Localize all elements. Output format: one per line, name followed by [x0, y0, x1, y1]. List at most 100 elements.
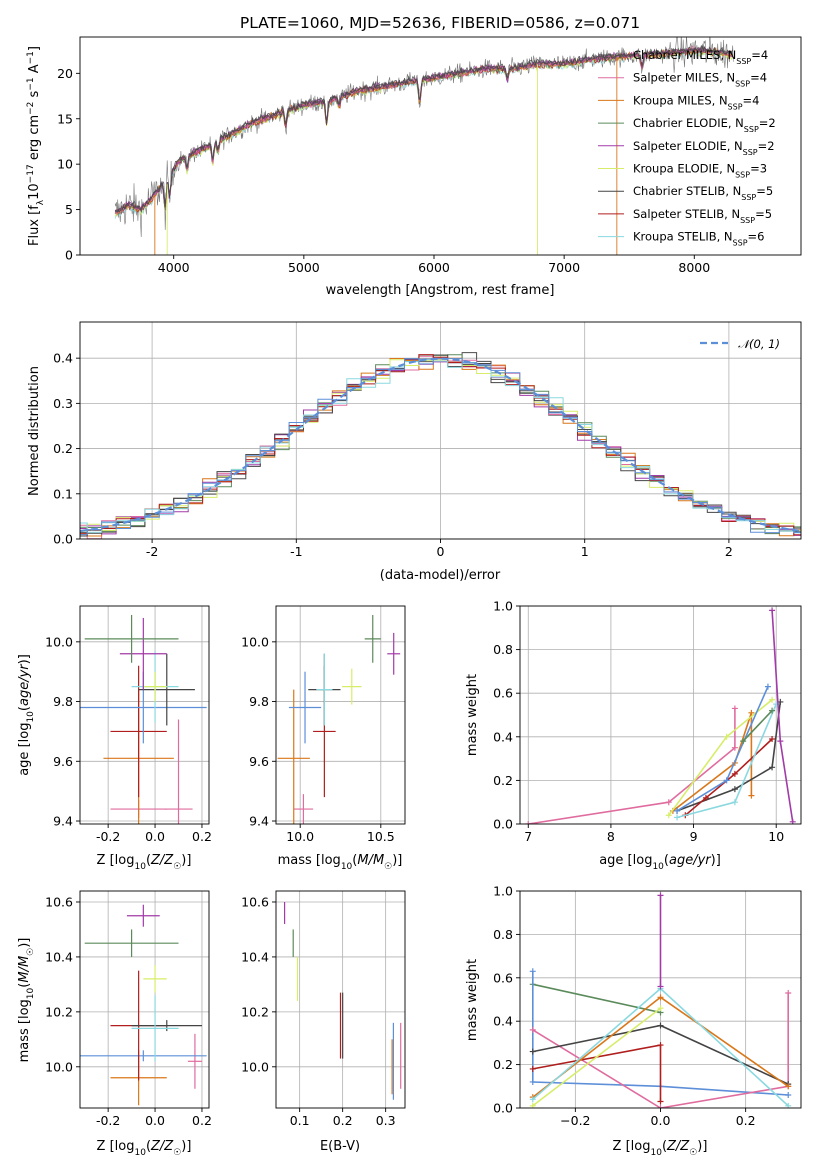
x-tick-label: 10.5	[367, 829, 395, 844]
weight-marker	[740, 738, 747, 745]
weight-marker	[769, 707, 776, 714]
weight-line-c1	[532, 993, 790, 1108]
x-tick-label: 1	[581, 544, 589, 559]
y-tick-label: 0.8	[493, 642, 513, 657]
weight-marker	[665, 799, 672, 806]
y-tick-label: 10.6	[241, 894, 269, 909]
x-axis-label: Z [log10(Z/Z☉)]	[97, 853, 192, 872]
normal-curve	[80, 357, 801, 533]
y-tick-label: 5	[65, 202, 73, 217]
x-tick-label: 8	[607, 829, 615, 844]
x-tick-label: 8000	[678, 260, 710, 275]
weight-line-norm	[676, 686, 769, 812]
x-tick-label: 5000	[288, 260, 320, 275]
y-tick-label: 9.4	[249, 814, 269, 829]
axes-frame	[275, 890, 406, 1109]
weight-marker	[657, 994, 664, 1001]
model-line-c0	[114, 45, 733, 213]
weight-marker	[785, 989, 792, 996]
weight-marker	[764, 683, 771, 690]
y-tick-label: 15	[57, 111, 73, 126]
y-tick-label: 0.1	[53, 486, 73, 501]
weight-marker	[748, 792, 755, 799]
axes-residuals: -2 -1 0 1 2 0.0 0.1 0.2 0.3 0.4 𝒩(0, 1) (data-model…	[27, 321, 802, 583]
y-tick-label: 0.4	[493, 729, 513, 744]
x-tick-label: 0.0	[651, 1113, 671, 1128]
y-tick-label: 10.4	[45, 949, 73, 964]
y-axis-label: Normed distribution	[27, 366, 42, 496]
spectrum-legend: Chabrier MILES, NSSP=4 Salpeter MILES, NS…	[598, 48, 776, 247]
x-tick-label: 4000	[158, 260, 190, 275]
y-tick-label: 9.4	[53, 814, 73, 829]
weight-marker	[769, 735, 776, 742]
x-tick-label: 0.2	[192, 1113, 212, 1128]
x-axis-label: age [log10(age/yr)]	[599, 853, 721, 872]
legend-entry: 𝒩(0, 1)	[738, 337, 780, 351]
x-tick-label: −0.2	[560, 1113, 590, 1128]
legend-entry: Kroupa MILES, NSSP=4	[633, 93, 759, 111]
y-tick-label: 10	[57, 157, 73, 172]
weight-marker	[529, 1048, 536, 1055]
y-tick-label: 0.3	[53, 396, 73, 411]
legend-entry: Kroupa ELODIE, NSSP=3	[633, 162, 767, 180]
weight-line-c1	[528, 708, 736, 824]
plot-area	[520, 606, 801, 824]
x-tick-label: 10.0	[286, 829, 314, 844]
weight-marker	[529, 1026, 536, 1033]
axes-frame	[79, 36, 802, 256]
legend-entry: Salpeter MILES, NSSP=4	[633, 71, 767, 89]
axes-frame	[519, 605, 802, 825]
plot-area	[114, 37, 734, 255]
y-tick-label: 1.0	[493, 599, 513, 614]
x-tick-label: 0.3	[376, 1113, 396, 1128]
weight-line-c3	[532, 983, 661, 1014]
weight-marker	[702, 794, 709, 801]
x-tick-label: 2	[725, 544, 733, 559]
weight-line-c2	[672, 712, 753, 812]
x-tick-label: 0.0	[145, 829, 165, 844]
weight-marker	[723, 777, 730, 784]
x-axis-label: Z [log10(Z/Z☉)]	[97, 1139, 192, 1158]
x-tick-label: -0.2	[96, 829, 120, 844]
x-axis-label: Z [log10(Z/Z☉)]	[613, 1139, 708, 1158]
x-tick-label: 6000	[418, 260, 450, 275]
x-axis-label: E(B-V)	[320, 1139, 360, 1154]
x-tick-label: 0.1	[290, 1113, 310, 1128]
axes-frame	[275, 605, 406, 825]
x-tick-label: -2	[146, 544, 158, 559]
weight-marker	[731, 744, 738, 751]
legend-entry: Salpeter ELODIE, NSSP=2	[633, 139, 775, 157]
x-tick-label: 0.0	[145, 1113, 165, 1128]
y-tick-label: 20	[57, 66, 73, 81]
axes-weight_vs_age: 7 8 9 10 0.0 0.2 0.4 0.6 0.8 1.0 age [log10(age/yr…	[465, 599, 802, 872]
axes-mass_vs_ebv: 0.1 0.2 0.3 10.0 10.2 10.4 10.6 E(B-V)	[241, 890, 406, 1154]
y-tick-label: 10.2	[45, 1004, 73, 1019]
weight-line-norm	[531, 971, 789, 1096]
weight-marker	[657, 892, 664, 899]
weight-marker	[529, 968, 536, 975]
weight-line-c5	[532, 1007, 661, 1107]
weight-marker	[731, 786, 738, 793]
weight-marker	[769, 607, 776, 614]
plot-area	[276, 891, 405, 1108]
weight-line-c7	[532, 1044, 662, 1102]
legend-entry: Salpeter STELIB, NSSP=5	[633, 207, 772, 225]
model-line-c5	[114, 47, 733, 217]
y-tick-label: 0.6	[493, 970, 513, 985]
x-tick-label: 7000	[548, 260, 580, 275]
y-axis-label: mass weight	[465, 674, 480, 756]
y-tick-label: 9.8	[249, 694, 269, 709]
y-tick-label: 10.4	[241, 949, 269, 964]
weight-marker	[665, 812, 672, 819]
weight-line-c4	[771, 610, 794, 822]
x-axis-label: wavelength [Angstrom, rest frame]	[326, 283, 555, 298]
y-axis-label: age [log10(age/yr)]	[17, 654, 36, 776]
y-tick-label: 0.4	[493, 1014, 513, 1029]
y-tick-label: 10.0	[45, 634, 73, 649]
legend-entry: Chabrier MILES, NSSP=4	[633, 48, 768, 66]
y-tick-label: 0.6	[493, 686, 513, 701]
y-tick-label: 10.6	[45, 894, 73, 909]
y-tick-label: 0.0	[53, 532, 73, 547]
y-tick-label: 9.8	[53, 694, 73, 709]
figure-title: PLATE=1060, MJD=52636, FIBERID=0586, z=0…	[240, 14, 640, 32]
